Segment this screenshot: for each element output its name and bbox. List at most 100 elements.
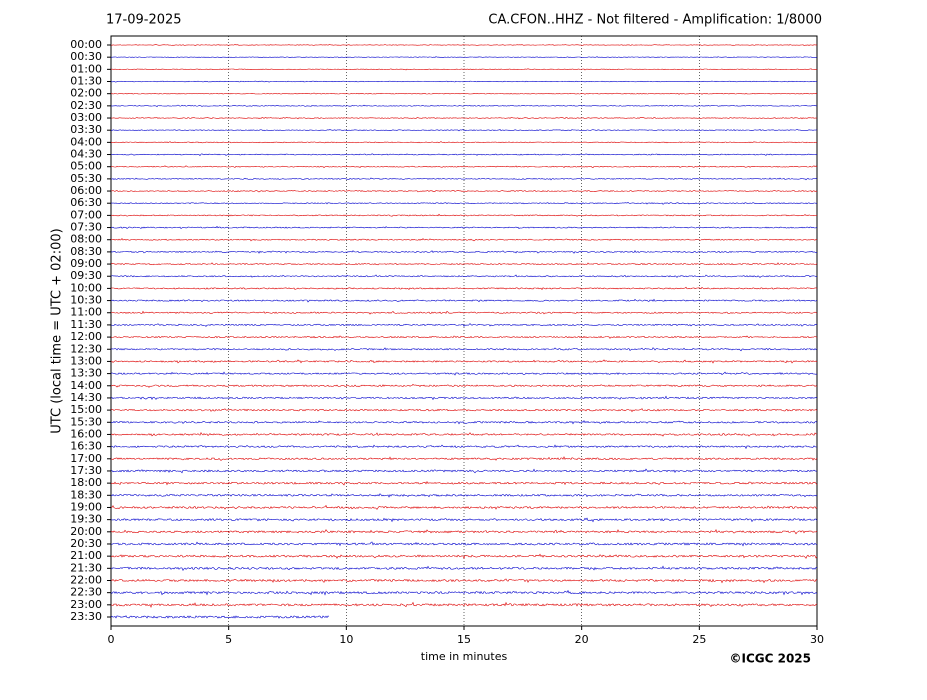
- trace: [110, 456, 818, 461]
- trace: [110, 213, 818, 217]
- y-tick-label: 23:00: [70, 598, 102, 611]
- y-tick-label: 01:30: [70, 75, 102, 88]
- trace: [110, 44, 818, 47]
- y-tick-label: 02:00: [70, 87, 102, 100]
- y-tick-label: 23:30: [70, 610, 102, 623]
- trace: [110, 80, 818, 83]
- y-tick-label: 20:00: [70, 525, 102, 538]
- y-tick-label: 04:30: [70, 148, 102, 161]
- trace: [110, 615, 330, 619]
- y-tick-label: 13:00: [70, 354, 102, 367]
- trace: [110, 553, 818, 559]
- trace: [110, 347, 818, 352]
- trace: [110, 141, 818, 144]
- trace: [110, 286, 818, 291]
- trace: [110, 468, 818, 474]
- trace: [110, 177, 818, 181]
- y-tick-label: 19:30: [70, 513, 102, 526]
- x-tick-label: 5: [225, 633, 232, 646]
- trace: [110, 493, 818, 498]
- y-tick-label: 13:30: [70, 367, 102, 380]
- y-tick-label: 18:00: [70, 476, 102, 489]
- trace: [110, 578, 818, 584]
- trace: [110, 601, 818, 608]
- trace: [110, 419, 818, 425]
- trace: [110, 371, 818, 376]
- y-tick-label: 03:00: [70, 111, 102, 124]
- y-tick-label: 17:30: [70, 464, 102, 477]
- x-axis-label: time in minutes: [421, 650, 508, 663]
- trace: [110, 274, 817, 278]
- x-tick-label: 25: [692, 633, 706, 646]
- trace: [110, 68, 818, 71]
- x-tick-label: 15: [457, 633, 471, 646]
- y-tick-label: 04:00: [70, 135, 102, 148]
- trace: [110, 165, 818, 169]
- y-tick-label: 22:00: [70, 573, 102, 586]
- y-tick-label: 05:00: [70, 160, 102, 173]
- trace: [110, 128, 818, 132]
- y-tick-label: 15:00: [70, 403, 102, 416]
- x-tick-label: 10: [339, 633, 353, 646]
- trace: [110, 528, 818, 535]
- trace: [110, 504, 818, 510]
- y-tick-label: 05:30: [70, 172, 102, 185]
- y-tick-label: 22:30: [70, 586, 102, 599]
- y-tick-label: 11:00: [70, 306, 102, 319]
- trace: [110, 444, 817, 450]
- date: 17-09-2025: [106, 13, 182, 28]
- y-tick-label: 16:00: [70, 427, 102, 440]
- y-tick-label: 14:30: [70, 391, 102, 404]
- trace: [110, 395, 818, 401]
- trace: [110, 408, 818, 413]
- x-tick-label: 30: [810, 633, 824, 646]
- y-tick-label: 17:00: [70, 452, 102, 465]
- trace: [110, 189, 818, 193]
- y-tick-label: 09:30: [70, 269, 102, 282]
- y-axis-label: UTC (local time = UTC + 02:00): [50, 228, 65, 433]
- copyright: ©ICGC 2025: [729, 652, 811, 666]
- y-tick-label: 21:00: [70, 549, 102, 562]
- y-tick-label: 07:30: [70, 221, 102, 234]
- y-tick-label: 09:00: [70, 257, 102, 270]
- y-tick-label: 00:00: [70, 38, 102, 51]
- trace: [110, 541, 818, 547]
- trace: [111, 92, 818, 95]
- trace: [110, 250, 818, 254]
- y-tick-label: 14:00: [70, 379, 102, 392]
- y-tick-label: 00:30: [70, 50, 102, 63]
- y-tick-label: 18:30: [70, 488, 102, 501]
- y-tick-label: 02:30: [70, 99, 102, 112]
- y-tick-label: 21:30: [70, 561, 102, 574]
- y-tick-label: 08:00: [70, 233, 102, 246]
- trace: [110, 517, 818, 523]
- x-tick-label: 20: [575, 633, 589, 646]
- y-tick-label: 12:00: [70, 330, 102, 343]
- y-tick-label: 19:00: [70, 500, 102, 513]
- trace: [110, 56, 818, 59]
- trace: [110, 310, 818, 315]
- y-tick-label: 12:30: [70, 342, 102, 355]
- y-tick-label: 16:30: [70, 440, 102, 453]
- trace: [110, 262, 818, 266]
- y-tick-label: 15:30: [70, 415, 102, 428]
- y-tick-label: 10:30: [70, 294, 102, 307]
- trace: [110, 335, 818, 339]
- x-tick-label: 0: [108, 633, 115, 646]
- y-tick-label: 11:30: [70, 318, 102, 331]
- trace: [110, 432, 818, 437]
- trace: [110, 323, 818, 327]
- y-tick-label: 06:00: [70, 184, 102, 197]
- trace: [110, 298, 818, 303]
- trace: [111, 359, 818, 364]
- trace: [110, 225, 818, 230]
- chart-title: CA.CFON..HHZ - Not filtered - Amplificat…: [488, 13, 822, 28]
- trace: [111, 383, 818, 388]
- trace: [110, 202, 818, 205]
- trace: [110, 153, 818, 156]
- trace: [110, 589, 818, 596]
- y-tick-label: 10:00: [70, 281, 102, 294]
- y-tick-label: 08:30: [70, 245, 102, 258]
- trace: [110, 117, 818, 120]
